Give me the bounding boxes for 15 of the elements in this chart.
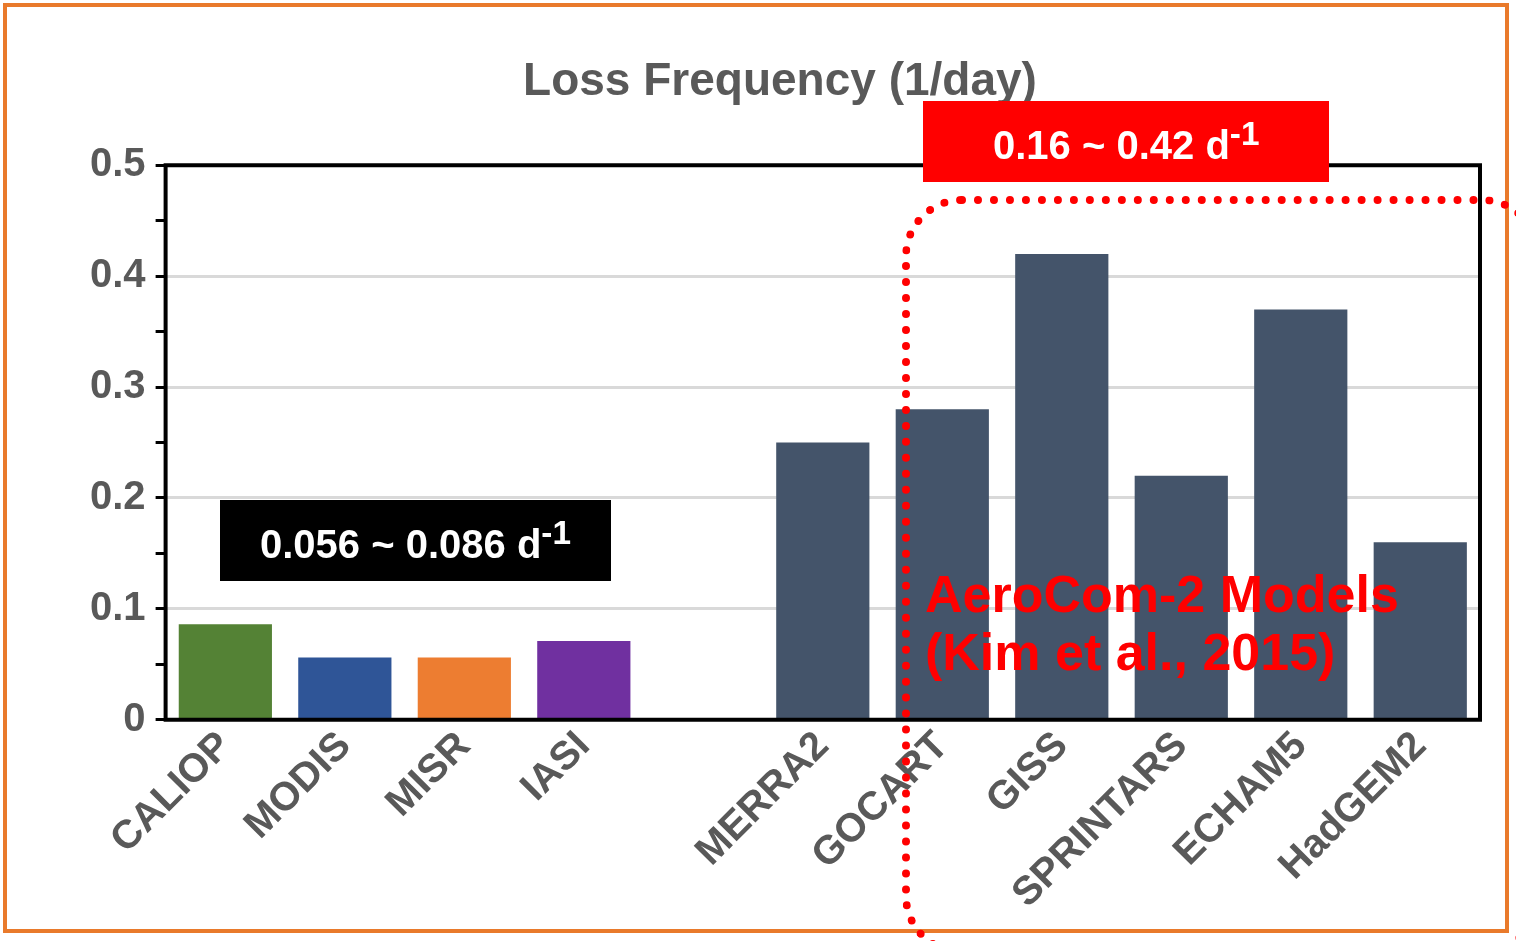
y-tick-label: 0.2 — [90, 472, 146, 517]
y-tick-label: 0.3 — [90, 362, 146, 407]
bar — [298, 657, 392, 719]
bar — [776, 442, 870, 719]
y-tick-label: 0.4 — [90, 251, 147, 296]
y-tick-label: 0.5 — [90, 140, 146, 185]
bar — [537, 640, 631, 719]
annotation: 0.16 ~ 0.42 d$^{-1}$ — [993, 115, 1260, 168]
label-box: 0.16 ~ 0.42 d$^{-1}$ — [923, 101, 1330, 183]
y-tick-label: 0.1 — [90, 583, 146, 628]
bar — [178, 624, 272, 719]
y-tick-label: 0 — [123, 694, 146, 739]
label-box: 0.056 ~ 0.086 d$^{-1}$ — [220, 500, 611, 582]
bar — [417, 657, 511, 719]
annotation: 0.056 ~ 0.086 d$^{-1}$ — [260, 514, 571, 567]
